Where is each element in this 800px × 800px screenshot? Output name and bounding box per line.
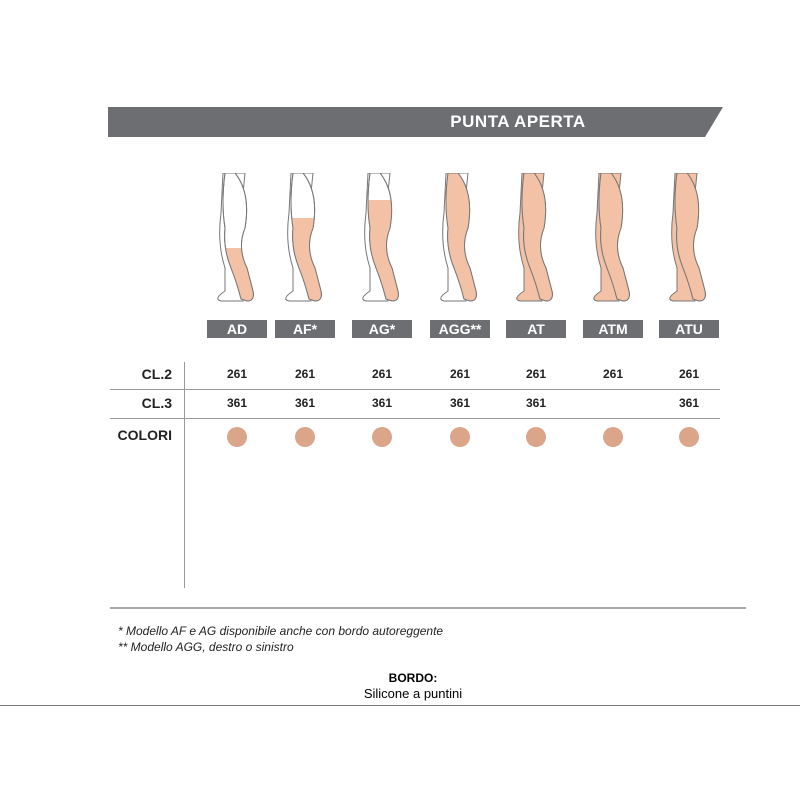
cell-cl2: 261 — [226, 367, 248, 381]
row-divider — [110, 389, 720, 390]
section-title: PUNTA APERTA — [450, 112, 586, 131]
column-divider — [184, 362, 185, 588]
footnote-1: * Modello AF e AG disponibile anche con … — [118, 624, 444, 638]
row-label-cl3: CL.3 — [141, 395, 172, 411]
model-label: AD — [207, 320, 267, 338]
leg-illustration-atm — [583, 172, 643, 305]
cell-cl2: 261 — [294, 367, 316, 381]
leg-illustration-at — [506, 172, 566, 305]
cell-cl3: 361 — [371, 396, 393, 410]
color-swatch — [295, 427, 315, 447]
cell-cl3: 361 — [525, 396, 547, 410]
page-divider — [0, 705, 800, 706]
row-label-colori: COLORI — [117, 427, 172, 443]
leg-illustration-af — [275, 172, 335, 305]
cell-cl2: 261 — [678, 367, 700, 381]
cell-cl2: 261 — [602, 367, 624, 381]
model-label: AG* — [352, 320, 412, 338]
model-label: AT — [506, 320, 566, 338]
model-label: AGG** — [430, 320, 490, 338]
row-label-cl2: CL.2 — [141, 366, 172, 382]
cell-cl3: 361 — [294, 396, 316, 410]
color-swatch — [450, 427, 470, 447]
model-label: AF* — [275, 320, 335, 338]
cell-cl2: 261 — [525, 367, 547, 381]
color-swatch — [372, 427, 392, 447]
leg-illustration-agg — [430, 172, 490, 305]
banner-shape — [108, 107, 723, 137]
leg-illustration-ad — [207, 172, 267, 305]
color-swatch — [679, 427, 699, 447]
model-label: ATM — [583, 320, 643, 338]
color-swatch — [227, 427, 247, 447]
cell-cl3: 361 — [226, 396, 248, 410]
leg-illustration-ag — [352, 172, 412, 305]
cell-cl2: 261 — [371, 367, 393, 381]
cell-cl2: 261 — [449, 367, 471, 381]
cell-cl3: 361 — [449, 396, 471, 410]
footnote-2: ** Modello AGG, destro o sinistro — [118, 640, 294, 654]
bordo-label: BORDO: — [388, 671, 438, 685]
color-swatch — [603, 427, 623, 447]
color-swatch — [526, 427, 546, 447]
row-divider — [110, 418, 720, 419]
model-label: ATU — [659, 320, 719, 338]
section-banner: PUNTA APERTA — [108, 107, 723, 137]
leg-illustration-atu — [659, 172, 719, 305]
cell-cl3: 361 — [678, 396, 700, 410]
section-divider — [110, 607, 746, 609]
bordo-value: Silicone a puntini — [363, 686, 463, 701]
